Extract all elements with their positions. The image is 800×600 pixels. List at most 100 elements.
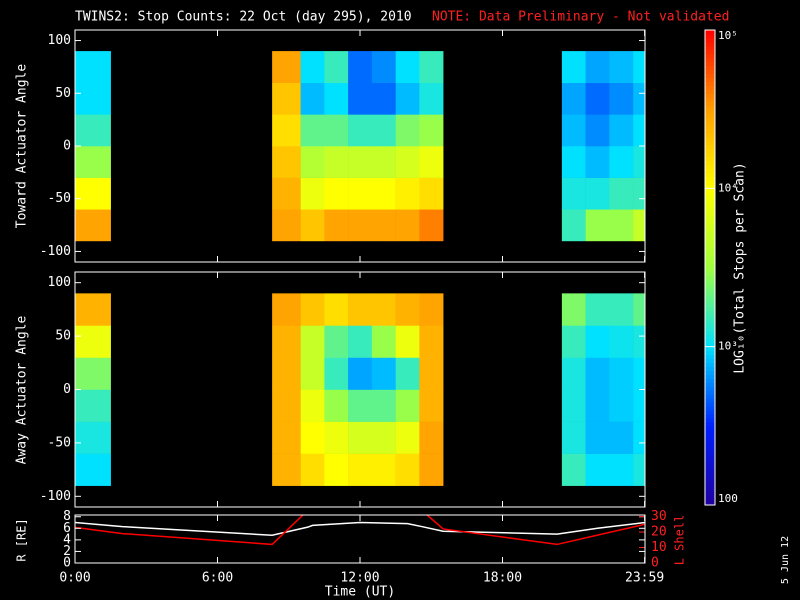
y2-tick-label: 10 xyxy=(651,540,667,555)
heatmap-cell xyxy=(300,146,325,178)
heatmap-cell xyxy=(75,146,111,178)
heatmap-cell xyxy=(371,209,396,242)
chart-title: TWINS2: Stop Counts: 22 Oct (day 295), 2… xyxy=(75,10,412,25)
heatmap-cell xyxy=(324,51,349,84)
heatmap-cell xyxy=(300,453,325,486)
colorbar-swatch xyxy=(705,330,715,336)
heatmap-cell xyxy=(348,325,373,358)
heatmap-cell xyxy=(633,421,646,454)
y-tick-label: 100 xyxy=(48,275,71,290)
colorbar-swatch xyxy=(705,247,715,253)
colorbar-swatch xyxy=(705,227,715,233)
colorbar-swatch xyxy=(705,398,715,403)
colorbar-swatch xyxy=(705,322,715,328)
colorbar-swatch xyxy=(705,453,715,458)
y2-tick-label: 30 xyxy=(651,509,667,524)
colorbar-swatch xyxy=(705,350,715,356)
colorbar-swatch xyxy=(705,65,715,71)
heatmap-cell xyxy=(371,357,396,390)
heatmap-cell xyxy=(324,453,349,486)
colorbar-swatch xyxy=(705,394,715,399)
heatmap-cell xyxy=(395,357,420,390)
heatmap-cell xyxy=(419,325,444,358)
colorbar-swatch xyxy=(705,421,715,427)
colorbar-tick-label: 10⁵ xyxy=(718,29,738,42)
heatmap-cell xyxy=(324,325,349,358)
heatmap-cell xyxy=(272,389,301,422)
note: NOTE: Data Preliminary - Not validated xyxy=(432,10,729,25)
colorbar-swatch xyxy=(705,354,715,360)
heatmap-cell xyxy=(419,453,444,486)
heatmap-cell xyxy=(561,82,586,115)
heatmap-cell xyxy=(561,293,586,326)
colorbar-swatch xyxy=(705,406,715,411)
heatmap-cell xyxy=(75,421,111,454)
heatmap-cell xyxy=(561,421,586,454)
colorbar-swatch xyxy=(705,109,715,114)
colorbar-swatch xyxy=(705,172,715,177)
x-tick-label: 18:00 xyxy=(483,571,522,586)
heatmap-cell xyxy=(395,177,420,210)
heatmap-cell xyxy=(348,389,373,422)
heatmap-cell xyxy=(324,389,349,422)
heatmap-cell xyxy=(75,82,111,115)
heatmap-cell xyxy=(419,82,444,115)
colorbar-swatch xyxy=(705,489,715,494)
heatmap-cell xyxy=(633,209,646,242)
heatmap-cell xyxy=(272,453,301,486)
colorbar-swatch xyxy=(705,315,715,320)
heatmap-cell xyxy=(609,177,634,210)
heatmap-cell xyxy=(585,82,610,115)
heatmap-cell xyxy=(419,357,444,390)
heatmap-cell xyxy=(371,114,396,147)
colorbar-swatch xyxy=(705,192,715,197)
heatmap-cell xyxy=(272,177,301,210)
heatmap-cell xyxy=(633,357,646,390)
heatmap-cell xyxy=(609,82,634,115)
x-tick-label: 12:00 xyxy=(340,571,379,586)
colorbar-swatch xyxy=(705,61,715,67)
heatmap-cell xyxy=(419,146,444,178)
heatmap-cell xyxy=(348,357,373,390)
colorbar-swatch xyxy=(705,41,715,47)
colorbar-swatch xyxy=(705,69,715,75)
heatmap-cell xyxy=(609,389,634,422)
heatmap-cell xyxy=(371,177,396,210)
heatmap-cell xyxy=(75,453,111,486)
colorbar-swatch xyxy=(705,140,715,146)
colorbar-swatch xyxy=(705,255,715,261)
colorbar-swatch xyxy=(705,311,715,316)
y-tick-label: 2 xyxy=(63,544,71,559)
heatmap-cell xyxy=(585,453,610,486)
colorbar-swatch xyxy=(705,469,715,474)
heatmap-cell xyxy=(75,177,111,210)
y-axis-label: Toward Actuator Angle xyxy=(15,64,30,229)
colorbar-swatch xyxy=(705,81,715,86)
heatmap-cell xyxy=(633,51,646,84)
colorbar-swatch xyxy=(705,413,715,419)
colorbar-swatch xyxy=(705,457,715,462)
heatmap-cell xyxy=(609,293,634,326)
panel-frame xyxy=(74,271,646,508)
colorbar-swatch xyxy=(705,378,715,383)
colorbar-swatch xyxy=(705,37,715,43)
colorbar-tick-label: 10³ xyxy=(718,340,738,353)
y-tick-label: 50 xyxy=(55,86,71,101)
colorbar-tick-label: 100 xyxy=(718,492,738,505)
colorbar-swatch xyxy=(705,30,715,35)
colorbar-swatch xyxy=(705,465,715,470)
heatmap-cell xyxy=(371,51,396,84)
colorbar-swatch xyxy=(705,291,715,296)
line xyxy=(75,515,645,546)
colorbar-swatch xyxy=(705,164,715,170)
heatmap-cell xyxy=(395,146,420,178)
colorbar-swatch xyxy=(705,121,715,126)
heatmap-cell xyxy=(300,389,325,422)
colorbar-swatch xyxy=(705,251,715,257)
colorbar-tick-label: 10⁴ xyxy=(718,181,738,194)
x-tick-label: 23:59 xyxy=(625,571,664,586)
heatmap-cell xyxy=(561,146,586,178)
heatmap-cell xyxy=(371,325,396,358)
heatmap-cell xyxy=(609,357,634,390)
heatmap-cell xyxy=(419,51,444,84)
